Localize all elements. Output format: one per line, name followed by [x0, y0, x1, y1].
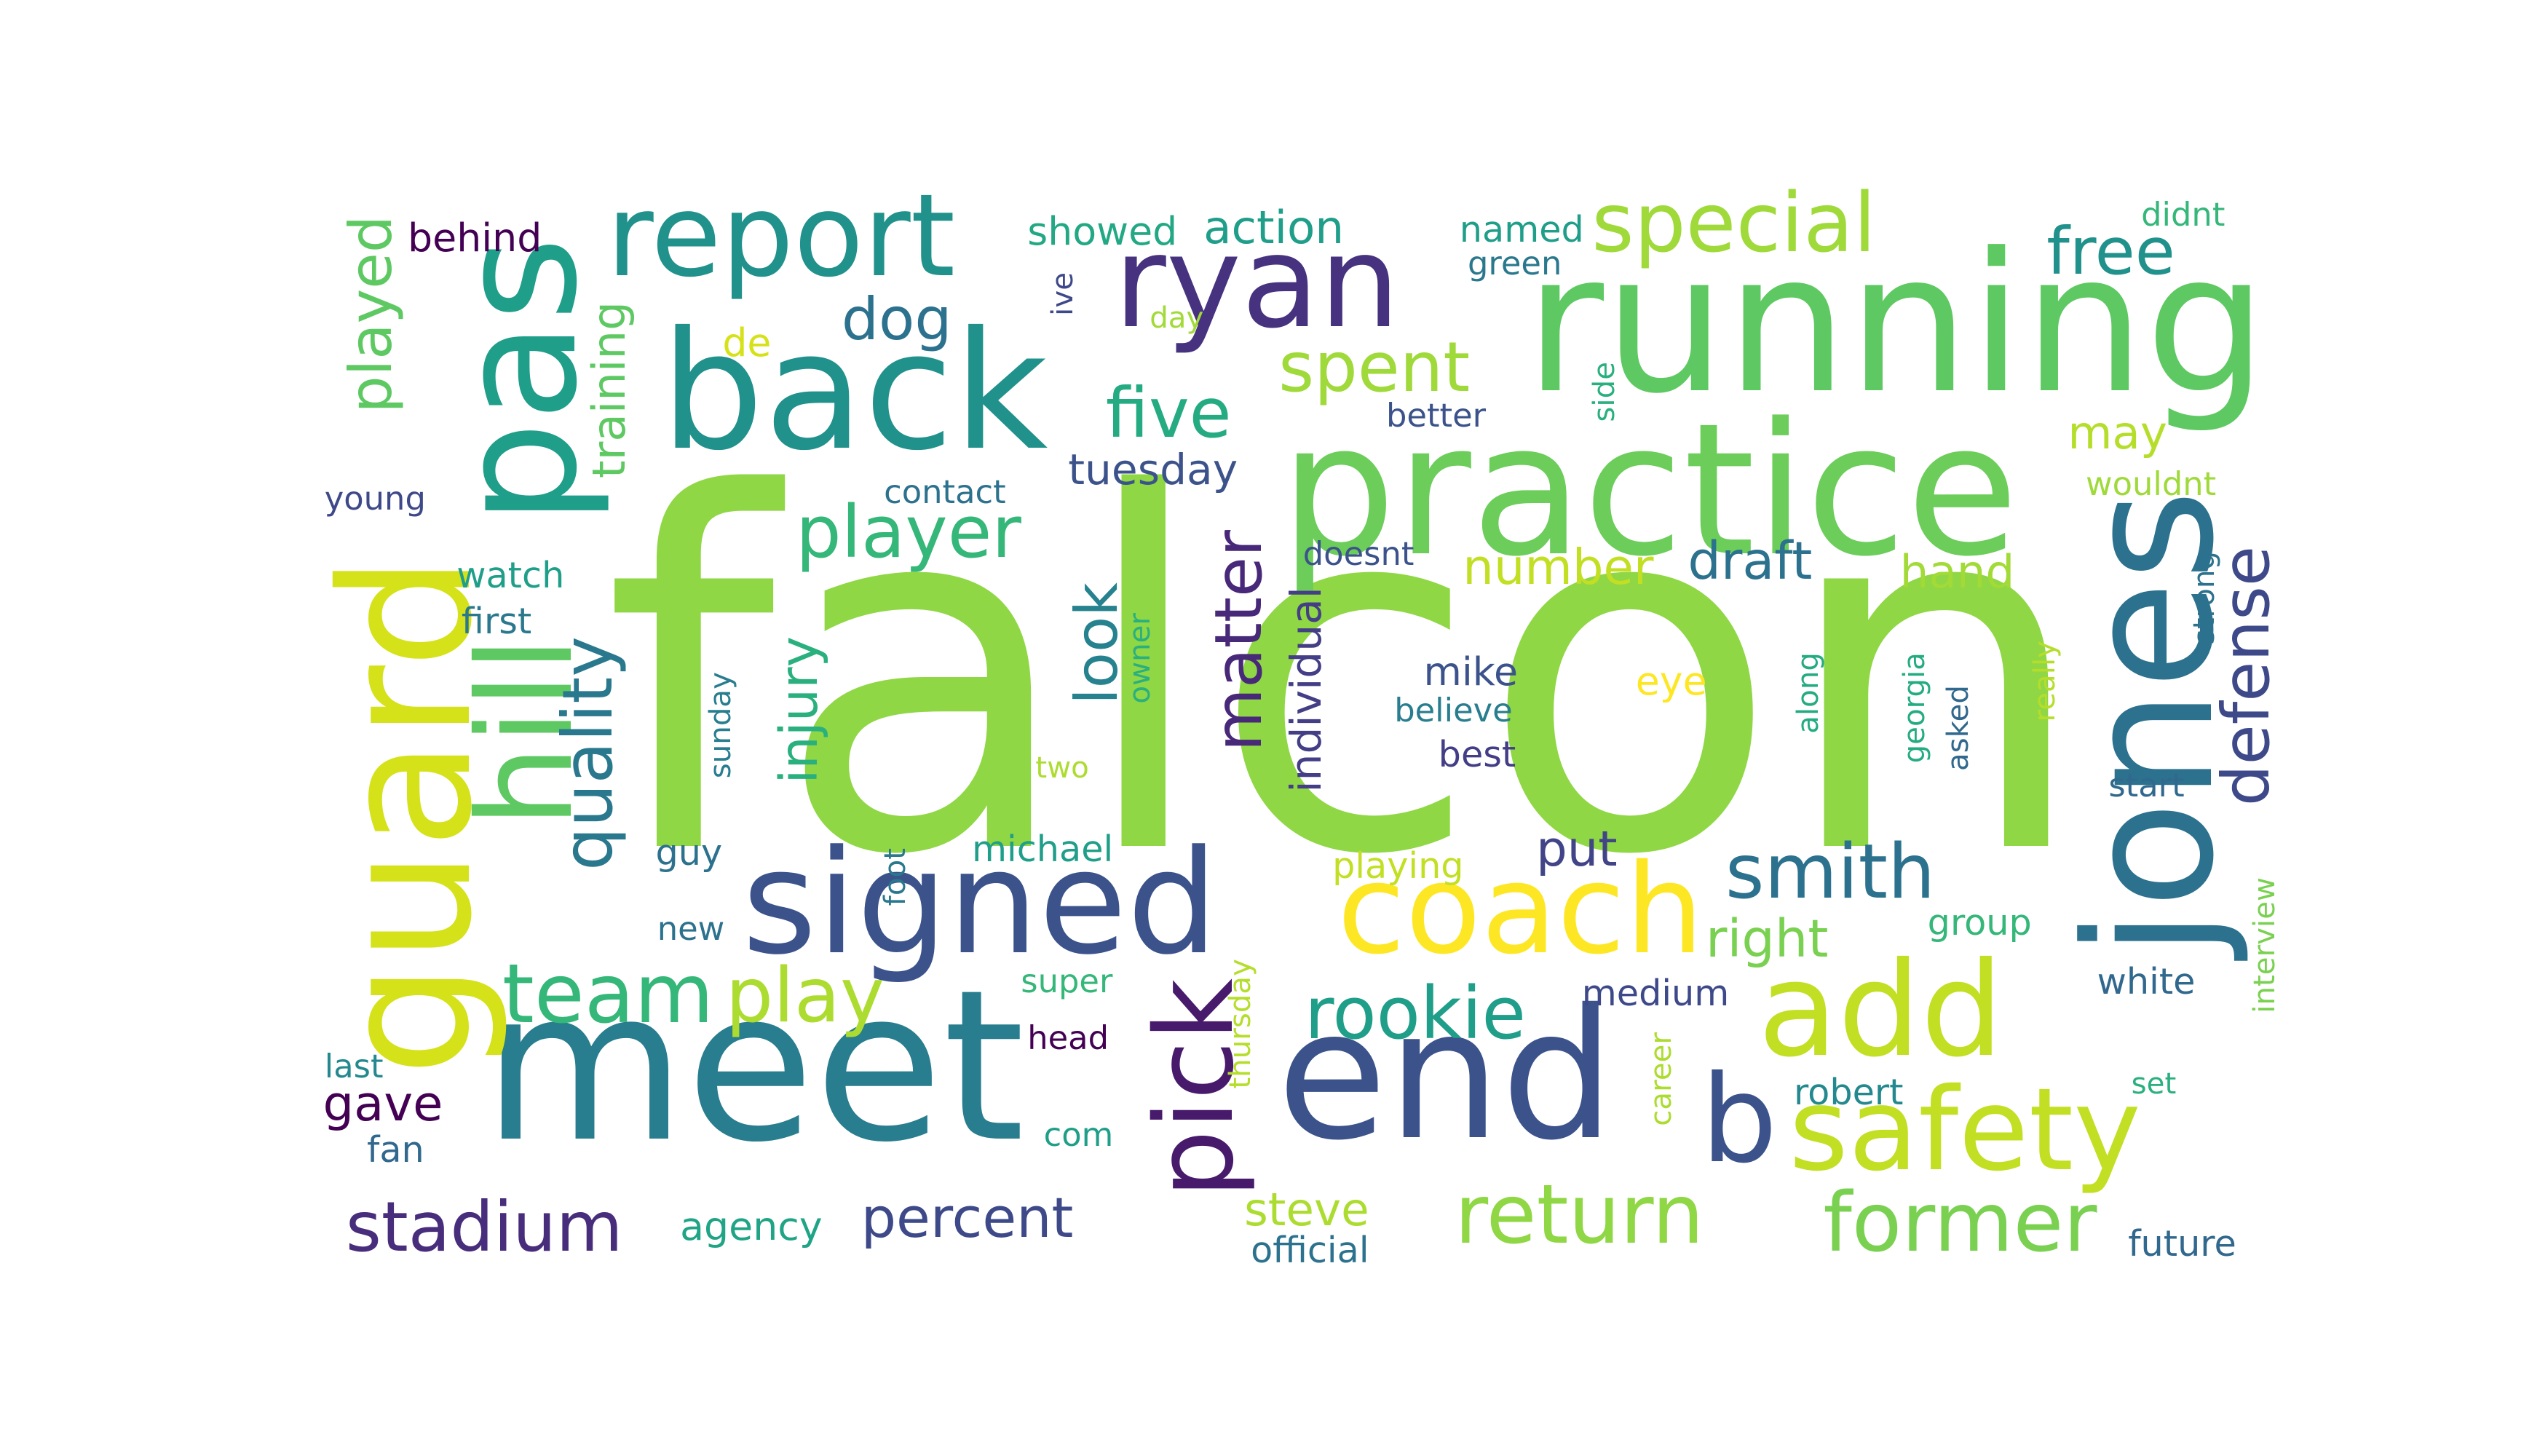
word-dog: dog: [841, 285, 952, 354]
word-playing: playing: [1332, 844, 1464, 887]
word-really: really: [2027, 641, 2062, 722]
word-contact: contact: [884, 472, 1006, 512]
word-owner: owner: [1122, 613, 1157, 704]
word-player: player: [796, 491, 1021, 575]
word-matter: matter: [1200, 530, 1277, 752]
word-better: better: [1386, 395, 1487, 435]
word-robert: robert: [1794, 1071, 1904, 1114]
word-ive: ive: [1045, 272, 1080, 316]
word-special: special: [1591, 175, 1877, 271]
word-guy: guy: [655, 831, 723, 874]
word-young: young: [324, 479, 426, 518]
word-showed: showed: [1027, 208, 1178, 255]
word-back: back: [660, 296, 1048, 486]
word-safety: safety: [1789, 1062, 2141, 1196]
word-end: end: [1276, 971, 1615, 1181]
word-action: action: [1203, 201, 1345, 255]
word-named: named: [1459, 208, 1584, 251]
word-rookie: rookie: [1305, 973, 1527, 1056]
word-training: training: [582, 301, 636, 479]
word-pas: pas: [423, 236, 614, 525]
word-falcon: falcon: [603, 392, 2090, 962]
word-last: last: [324, 1046, 384, 1085]
word-didnt: didnt: [2141, 195, 2225, 234]
word-practice: practice: [1280, 384, 2019, 597]
word-watch: watch: [456, 554, 565, 597]
word-injury: injury: [767, 636, 829, 784]
word-georgia: georgia: [1896, 652, 1931, 764]
word-spent: spent: [1278, 328, 1471, 408]
word-start: start: [2108, 766, 2185, 805]
word-team: team: [502, 947, 714, 1042]
word-stadium: stadium: [345, 1187, 623, 1267]
word-michael: michael: [972, 828, 1114, 871]
word-number: number: [1463, 538, 1654, 596]
word-tuesday: tuesday: [1068, 445, 1238, 494]
word-super: super: [1021, 962, 1113, 1001]
word-behind: behind: [408, 215, 542, 261]
word-defense: defense: [2208, 546, 2284, 807]
word-asked: asked: [1941, 684, 1976, 771]
word-wouldnt: wouldnt: [2085, 464, 2217, 503]
word-played: played: [337, 215, 406, 414]
word-ryan: ryan: [1113, 209, 1400, 357]
word-best: best: [1438, 733, 1516, 776]
word-green: green: [1468, 244, 1562, 283]
word-interview: interview: [2247, 877, 2282, 1013]
word-day: day: [1150, 300, 1204, 335]
word-running: running: [1524, 212, 2268, 436]
word-career: career: [1644, 1032, 1679, 1126]
word-foot: foot: [877, 847, 912, 906]
word-put: put: [1536, 820, 1618, 878]
word-de: de: [722, 319, 772, 365]
word-individual: individual: [1281, 587, 1332, 794]
word-thursday: thursday: [1223, 959, 1258, 1089]
word-draft: draft: [1688, 529, 1813, 591]
word-hand: hand: [1899, 545, 2015, 598]
word-play: play: [725, 952, 885, 1040]
word-eye: eye: [1635, 658, 1707, 705]
word-gave: gave: [323, 1075, 443, 1132]
word-add: add: [1757, 935, 2004, 1087]
word-agency: agency: [680, 1203, 823, 1249]
word-fan: fan: [367, 1128, 424, 1171]
word-two: two: [1035, 750, 1089, 785]
word-com: com: [1043, 1115, 1114, 1154]
word-b: b: [1701, 1050, 1778, 1190]
word-right: right: [1706, 908, 1829, 970]
word-five: five: [1105, 373, 1232, 454]
word-mike: mike: [1423, 649, 1519, 695]
word-may: may: [2068, 406, 2167, 460]
word-first: first: [461, 599, 532, 642]
word-steve: steve: [1244, 1182, 1369, 1236]
word-free: free: [2046, 214, 2175, 290]
word-along: along: [1791, 652, 1825, 734]
word-report: report: [606, 169, 956, 303]
word-head: head: [1027, 1018, 1109, 1058]
word-coach: coach: [1337, 837, 1704, 982]
word-look: look: [1063, 582, 1132, 705]
word-doesnt: doesnt: [1302, 534, 1415, 574]
word-sunday: sunday: [703, 671, 737, 779]
word-white: white: [2097, 960, 2196, 1002]
word-future: future: [2128, 1222, 2236, 1265]
word-strong: strong: [2187, 551, 2222, 645]
word-believe: believe: [1394, 691, 1513, 730]
word-medium: medium: [1581, 971, 1730, 1014]
word-new: new: [657, 909, 725, 949]
word-set: set: [2131, 1067, 2177, 1101]
word-former: former: [1823, 1176, 2097, 1270]
word-official: official: [1251, 1229, 1369, 1272]
word-signed: signed: [742, 820, 1219, 987]
word-group: group: [1927, 901, 2032, 944]
word-smith: smith: [1725, 828, 1936, 916]
word-meet: meet: [483, 944, 1025, 1188]
word-return: return: [1455, 1167, 1704, 1262]
word-side: side: [1587, 362, 1621, 422]
word-percent: percent: [860, 1185, 1074, 1251]
word-quality: quality: [548, 636, 628, 871]
